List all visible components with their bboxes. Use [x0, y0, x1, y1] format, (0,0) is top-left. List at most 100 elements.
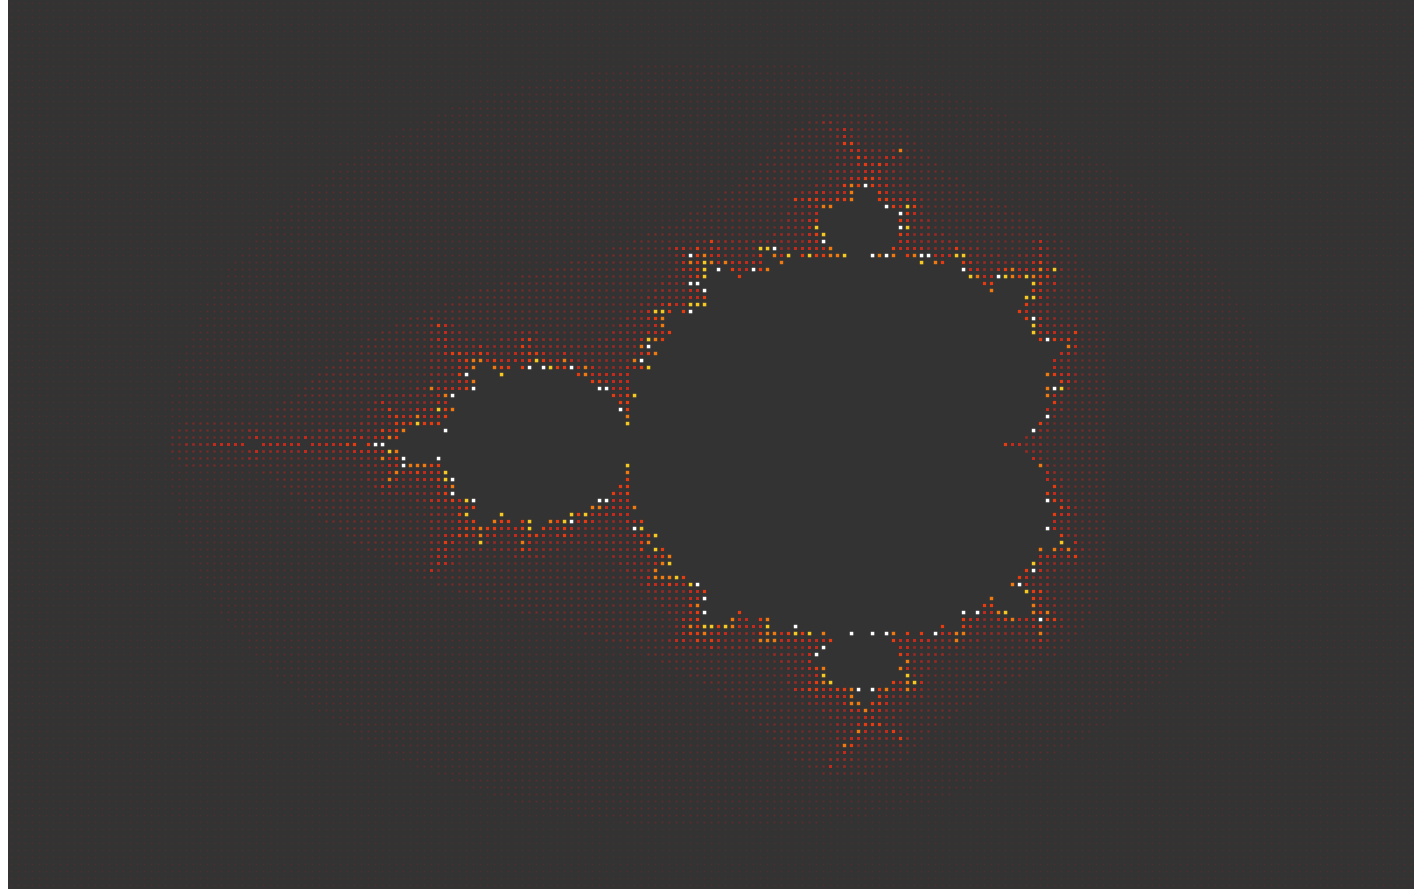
fractal-dot: [1319, 107, 1322, 110]
fractal-dot: [269, 72, 272, 75]
fractal-dot: [675, 2, 678, 5]
fractal-dot: [1039, 79, 1042, 82]
fractal-dot: [1067, 128, 1070, 131]
fractal-dot: [815, 86, 818, 89]
fractal-dot: [157, 163, 160, 166]
fractal-dot: [283, 121, 286, 124]
fractal-dot: [619, 93, 622, 96]
fractal-dot: [472, 86, 475, 89]
fractal-dot: [1186, 30, 1189, 33]
fractal-dot: [451, 44, 454, 47]
fractal-dot: [290, 114, 293, 117]
fractal-dot: [1263, 121, 1266, 124]
fractal-dot: [1018, 16, 1021, 19]
fractal-dot: [1382, 72, 1385, 75]
fractal-dot: [157, 128, 160, 131]
fractal-dot: [101, 9, 104, 12]
fractal-dot: [1144, 170, 1147, 173]
fractal-dot: [472, 121, 475, 124]
fractal-dot: [1340, 51, 1343, 54]
fractal-dot: [920, 79, 923, 82]
fractal-dot: [1235, 37, 1238, 40]
fractal-dot: [1186, 44, 1189, 47]
fractal-dot: [437, 16, 440, 19]
fractal-dot: [696, 51, 699, 54]
fractal-dot: [276, 86, 279, 89]
fractal-dot: [220, 72, 223, 75]
fractal-dot: [619, 16, 622, 19]
fractal-dot: [1137, 149, 1140, 152]
fractal-dot: [346, 86, 349, 89]
fractal-dot: [836, 149, 839, 152]
fractal-dot: [906, 86, 909, 89]
fractal-dot: [1249, 100, 1252, 103]
fractal-dot: [108, 114, 111, 117]
fractal-dot: [1193, 79, 1196, 82]
fractal-dot: [1179, 2, 1182, 5]
fractal-dot: [1410, 58, 1413, 61]
fractal-dot: [549, 23, 552, 26]
fractal-dot: [1200, 44, 1203, 47]
fractal-dot: [94, 170, 97, 173]
fractal-dot: [262, 149, 265, 152]
fractal-dot: [682, 121, 685, 124]
fractal-dot: [1298, 93, 1301, 96]
fractal-dot: [1109, 128, 1112, 131]
fractal-dot: [24, 86, 27, 89]
fractal-dot: [675, 65, 678, 68]
fractal-dot: [1116, 37, 1119, 40]
fractal-dot: [605, 149, 608, 152]
fractal-dot: [199, 121, 202, 124]
fractal-dot: [164, 114, 167, 117]
fractal-dot: [682, 170, 685, 173]
fractal-dot: [192, 51, 195, 54]
fractal-dot: [1403, 142, 1406, 145]
fractal-dot: [1333, 93, 1336, 96]
fractal-dot: [1081, 44, 1084, 47]
fractal-dot: [1165, 65, 1168, 68]
fractal-dot: [150, 58, 153, 61]
fractal-dot: [199, 72, 202, 75]
fractal-dot: [1200, 142, 1203, 145]
fractal-dot: [1375, 142, 1378, 145]
fractal-dot: [395, 30, 398, 33]
fractal-dot: [185, 135, 188, 138]
fractal-dot: [668, 58, 671, 61]
fractal-dot: [192, 30, 195, 33]
fractal-dot: [227, 30, 230, 33]
fractal-dot: [1088, 79, 1091, 82]
fractal-dot: [857, 23, 860, 26]
fractal-dot: [1284, 121, 1287, 124]
fractal-dot: [843, 163, 846, 166]
fractal-dot: [248, 121, 251, 124]
fractal-dot: [794, 44, 797, 47]
fractal-dot: [1382, 135, 1385, 138]
fractal-dot: [976, 2, 979, 5]
fractal-dot: [605, 58, 608, 61]
fractal-dot: [1158, 30, 1161, 33]
fractal-dot: [241, 128, 244, 131]
fractal-dot: [626, 100, 629, 103]
fractal-dot: [311, 107, 314, 110]
fractal-dot: [1333, 51, 1336, 54]
fractal-dot: [416, 79, 419, 82]
fractal-dot: [66, 30, 69, 33]
fractal-dot: [1396, 23, 1399, 26]
fractal-dot: [1284, 135, 1287, 138]
fractal-dot: [948, 65, 951, 68]
fractal-dot: [1025, 86, 1028, 89]
fractal-dot: [836, 79, 839, 82]
fractal-dot: [150, 107, 153, 110]
fractal-dot: [724, 58, 727, 61]
fractal-dot: [1221, 16, 1224, 19]
fractal-dot: [1053, 142, 1056, 145]
fractal-dot: [1074, 44, 1077, 47]
fractal-dot: [1081, 86, 1084, 89]
fractal-dot: [1067, 170, 1070, 173]
fractal-dot: [283, 23, 286, 26]
fractal-dot: [80, 72, 83, 75]
fractal-dot: [1403, 2, 1406, 5]
fractal-dot: [325, 135, 328, 138]
fractal-dot: [892, 114, 895, 117]
fractal-dot: [724, 72, 727, 75]
